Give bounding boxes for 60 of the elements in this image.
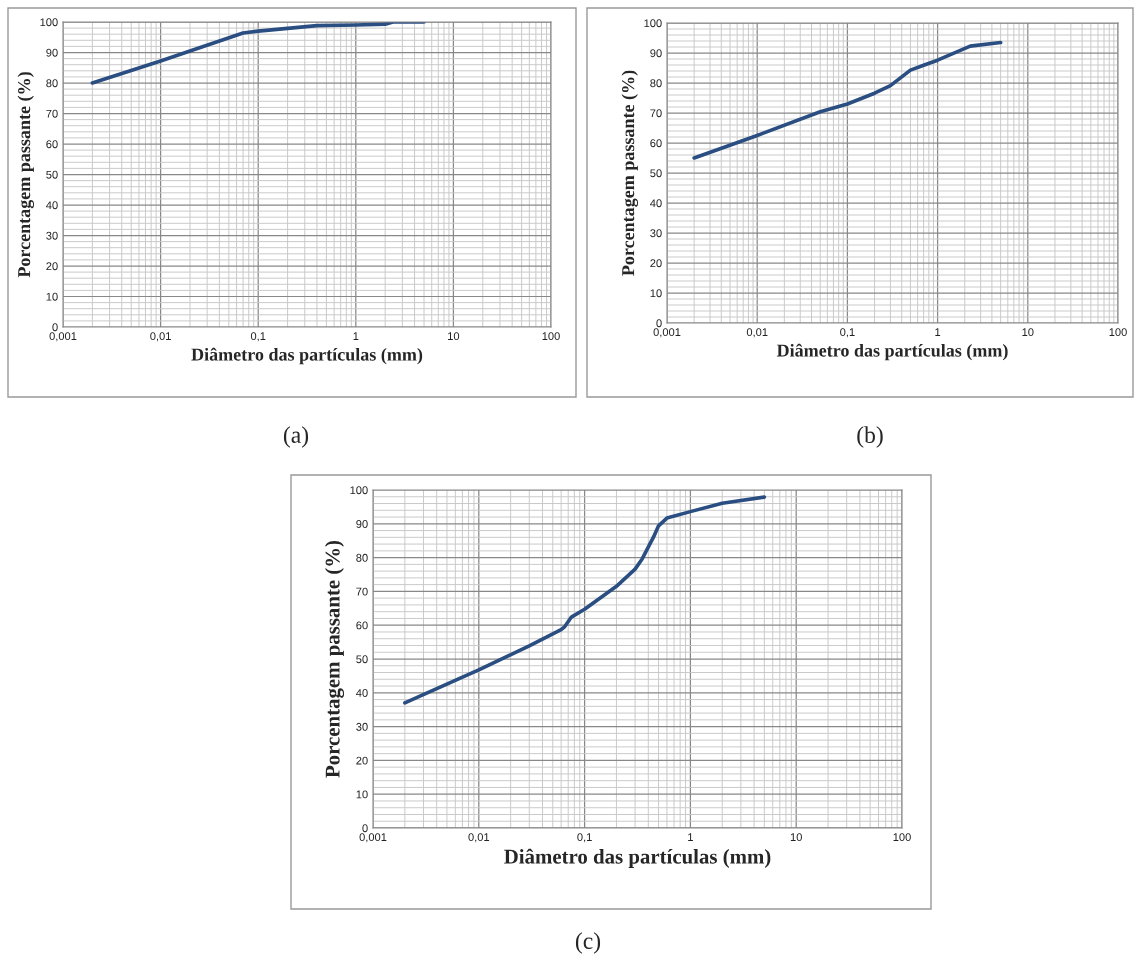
y-tick-label: 0: [52, 323, 58, 332]
y-tick-label: 50: [650, 169, 662, 178]
y-tick-label: 90: [650, 49, 662, 58]
x-tick-label: 10: [448, 332, 460, 341]
y-tick-label: 80: [46, 79, 58, 88]
x-tick-label: 0,001: [653, 328, 681, 338]
y-tick-label: 60: [46, 140, 58, 149]
x-tick-label: 1: [935, 328, 941, 336]
x-tick-label: 1: [688, 833, 693, 841]
y-tick-label: 30: [650, 229, 662, 238]
text: (c): [575, 932, 601, 954]
x-tick-label: 100: [1109, 328, 1127, 337]
y-tick-label: 70: [650, 109, 662, 118]
x-tick-label: 0,01: [468, 833, 490, 843]
x-tick-label: 100: [893, 833, 911, 842]
y-tick-label: 0: [362, 824, 368, 833]
x-tick-label: 0,01: [746, 328, 768, 338]
x-tick-label: 1: [353, 332, 359, 340]
y-tick-label: 100: [350, 486, 368, 495]
x-axis-title: Diâmetro das partículas (mm): [191, 347, 423, 365]
y-tick-label: 0: [656, 319, 662, 328]
text: (a): [283, 426, 309, 448]
y-tick-label: 10: [46, 292, 58, 301]
x-tick-label: 0,001: [49, 332, 77, 342]
y-tick-label: 100: [644, 19, 662, 28]
y-tick-label: 10: [356, 790, 368, 799]
y-tick-label: 50: [46, 170, 58, 179]
y-tick-label: 40: [356, 689, 368, 697]
y-axis-title: Porcentagem passante (%): [324, 540, 345, 778]
y-tick-label: 70: [356, 587, 368, 596]
y-tick-label: 20: [356, 756, 368, 765]
x-tick-label: 0,01: [150, 332, 171, 342]
x-axis-title: Diâmetro das partículas (mm): [776, 343, 1008, 361]
y-tick-label: 20: [650, 259, 662, 268]
y-tick-label: 30: [356, 722, 368, 731]
y-tick-label: 100: [40, 18, 58, 27]
y-tick-label: 90: [46, 48, 58, 57]
y-tick-label: 60: [650, 139, 662, 148]
y-tick-label: 80: [650, 79, 662, 88]
x-tick-label: 0,001: [359, 833, 387, 843]
x-axis-title: Diâmetro das partículas (mm): [504, 848, 771, 868]
y-axis-title: Porcentagem passante (%): [621, 70, 639, 276]
y-tick-label: 80: [356, 553, 368, 562]
x-tick-label: 100: [542, 332, 560, 341]
x-tick-label: 10: [790, 833, 802, 842]
x-tick-label: 0,1: [250, 332, 266, 342]
y-tick-label: 60: [356, 621, 368, 630]
x-tick-label: 0,1: [577, 833, 592, 843]
y-tick-label: 30: [46, 231, 58, 240]
y-tick-label: 40: [650, 199, 662, 208]
x-tick-label: 0,1: [840, 328, 855, 338]
x-tick-label: 10: [1022, 328, 1034, 337]
y-tick-label: 50: [356, 655, 368, 664]
y-tick-label: 10: [650, 289, 662, 298]
y-tick-label: 70: [46, 109, 58, 118]
y-tick-label: 40: [46, 201, 58, 210]
y-axis-title: Porcentagem passante (%): [17, 72, 35, 278]
y-tick-label: 90: [356, 520, 368, 528]
text: (b): [857, 426, 883, 448]
y-tick-label: 20: [46, 262, 58, 271]
